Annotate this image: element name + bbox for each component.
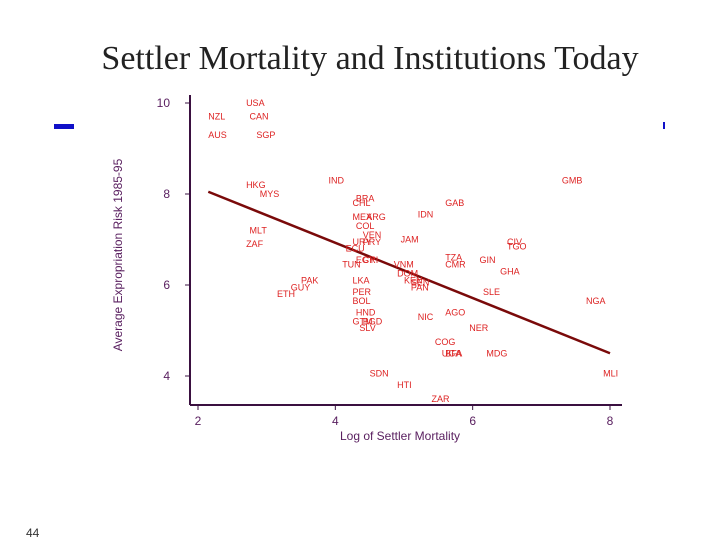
data-point-mys: MYS bbox=[260, 189, 280, 199]
x-tick-label: 8 bbox=[607, 414, 614, 428]
data-point-mdg: MDG bbox=[486, 348, 507, 358]
data-point-guy: GUY bbox=[291, 282, 311, 292]
data-point-idn: IDN bbox=[418, 209, 434, 219]
data-point-pry: PRY bbox=[363, 237, 381, 247]
data-point-gab: GAB bbox=[445, 198, 464, 208]
y-tick-label: 10 bbox=[157, 96, 171, 110]
data-point-ind: IND bbox=[328, 175, 344, 185]
title-rule-right bbox=[663, 122, 665, 129]
fit-line-group bbox=[207, 190, 611, 355]
data-point-nzl: NZL bbox=[208, 112, 225, 122]
data-point-sle: SLE bbox=[483, 287, 500, 297]
data-point-hnd: HND bbox=[356, 307, 376, 317]
data-point-egy: EGY bbox=[356, 255, 375, 265]
data-point-gha: GHA bbox=[500, 266, 520, 276]
data-point-ago: AGO bbox=[445, 307, 465, 317]
data-point-mlt: MLT bbox=[250, 225, 268, 235]
data-point-gtm: GTM bbox=[353, 316, 373, 326]
x-tick-label: 4 bbox=[332, 414, 339, 428]
data-point-usa: USA bbox=[246, 98, 265, 108]
data-point-cog: COG bbox=[435, 337, 456, 347]
data-point-arg: ARG bbox=[366, 212, 386, 222]
data-point-nic: NIC bbox=[418, 312, 434, 322]
y-axis-label: Average Expropriation Risk 1985-95 bbox=[111, 158, 125, 351]
data-point-bfa: BFA bbox=[445, 348, 462, 358]
data-point-cri: CRI bbox=[363, 255, 379, 265]
data-point-sen: SEN bbox=[411, 278, 430, 288]
data-point-bgd: BGD bbox=[363, 316, 383, 326]
y-tick-label: 8 bbox=[163, 187, 170, 201]
data-point-per: PER bbox=[353, 287, 372, 297]
data-point-zar: ZAR bbox=[431, 394, 450, 404]
slide-number: 44 bbox=[26, 526, 40, 540]
data-point-nga: NGA bbox=[586, 296, 606, 306]
data-point-mex: MEX bbox=[353, 212, 373, 222]
data-point-pan: PAN bbox=[411, 282, 429, 292]
data-point-sdn: SDN bbox=[370, 369, 389, 379]
data-point-ven: VEN bbox=[363, 230, 382, 240]
data-point-tgo: TGO bbox=[507, 241, 527, 251]
data-point-uga: UGA bbox=[442, 348, 462, 358]
data-point-mli: MLI bbox=[603, 369, 618, 379]
data-point-vnm: VNM bbox=[394, 260, 414, 270]
data-point-jam: JAM bbox=[401, 235, 419, 245]
data-point-eth: ETH bbox=[277, 289, 295, 299]
data-point-slv: SLV bbox=[359, 323, 375, 333]
data-point-ury: URY bbox=[353, 237, 372, 247]
data-point-pak: PAK bbox=[301, 275, 318, 285]
title-rule-left bbox=[54, 124, 74, 129]
data-point-can: CAN bbox=[250, 112, 269, 122]
data-point-gin: GIN bbox=[480, 255, 496, 265]
x-axis-label: Log of Settler Mortality bbox=[340, 429, 460, 443]
slide-title: Settler Mortality and Institutions Today bbox=[101, 40, 639, 77]
data-point-bol: BOL bbox=[353, 296, 371, 306]
data-point-hkg: HKG bbox=[246, 180, 266, 190]
data-point-gmb: GMB bbox=[562, 175, 583, 185]
data-point-civ: CIV bbox=[507, 237, 522, 247]
data-point-sgp: SGP bbox=[256, 130, 275, 140]
data-point-tun: TUN bbox=[342, 260, 361, 270]
data-point-ecu: ECU bbox=[346, 244, 365, 254]
data-point-col: COL bbox=[356, 221, 375, 231]
data-point-zaf: ZAF bbox=[246, 239, 264, 249]
data-point-tza: TZA bbox=[445, 253, 462, 263]
y-tick-label: 6 bbox=[163, 278, 170, 292]
x-tick-label: 6 bbox=[469, 414, 476, 428]
data-point-chl: CHL bbox=[353, 198, 371, 208]
data-point-hti: HTI bbox=[397, 380, 412, 390]
data-point-lka: LKA bbox=[353, 275, 370, 285]
x-tick-label: 2 bbox=[195, 414, 202, 428]
chart-ticks: 2 4 6 8 4 6 8 10 bbox=[157, 96, 614, 428]
regression-line bbox=[207, 190, 611, 355]
data-point-dom: DOM bbox=[397, 269, 418, 279]
data-point-ken: KEN bbox=[404, 275, 423, 285]
data-point-ner: NER bbox=[469, 323, 489, 333]
chart-axes bbox=[189, 95, 622, 406]
data-point-cmr: CMR bbox=[445, 260, 466, 270]
y-tick-label: 4 bbox=[163, 369, 170, 383]
data-point-bra: BRA bbox=[356, 194, 375, 204]
data-point-aus: AUS bbox=[208, 130, 227, 140]
